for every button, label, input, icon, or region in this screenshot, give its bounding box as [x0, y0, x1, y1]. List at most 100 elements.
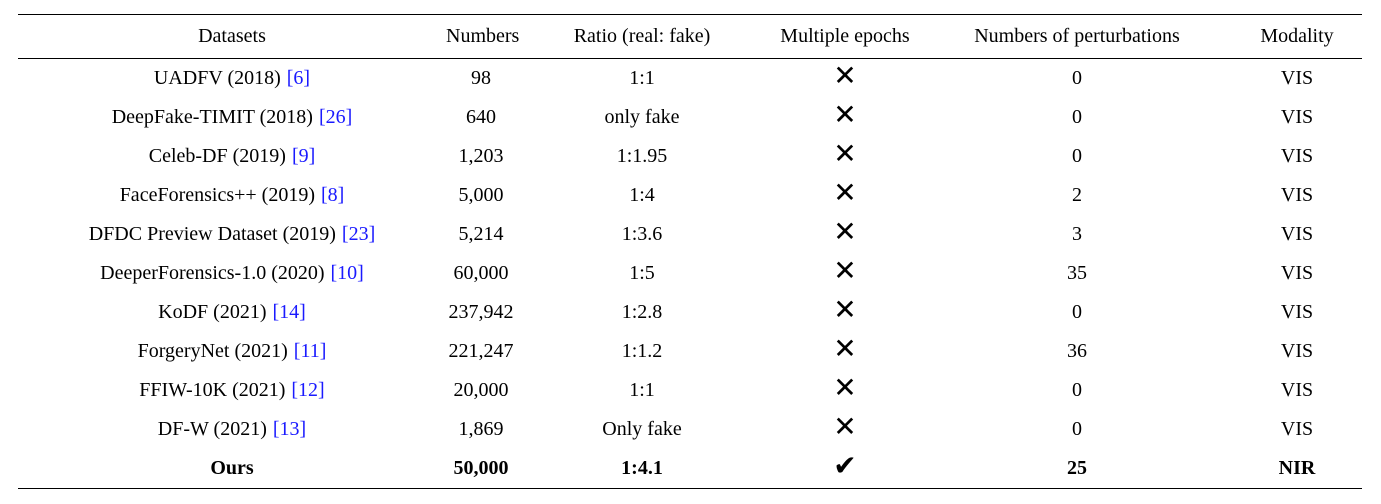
- reference: [6]: [286, 67, 311, 89]
- numbers-cell: 1,203: [458, 145, 504, 167]
- dataset-name: DF-W (2021): [157, 418, 267, 440]
- ratio-cell: 1:3.6: [621, 223, 663, 245]
- numbers-cell: 5,214: [458, 223, 504, 245]
- reference: [12]: [291, 379, 325, 401]
- modality-cell: VIS: [1280, 301, 1314, 323]
- epochs-symbol: ✕: [833, 176, 857, 209]
- modality-cell: VIS: [1280, 418, 1314, 440]
- numbers-cell: 98: [471, 67, 491, 89]
- table-row: UADFV (2018) [6] 98 1:1 ✕ 0 VIS: [18, 59, 1362, 99]
- ratio-cell: 1:1.95: [616, 145, 668, 167]
- ratio-cell: 1:4.1: [516, 449, 768, 489]
- dataset-cell: DF-W (2021) [13]: [18, 410, 446, 449]
- numbers-cell: 237,942: [448, 301, 514, 323]
- epochs-symbol: ✔: [833, 449, 857, 482]
- dataset-name: UADFV (2018): [153, 67, 281, 89]
- reference: [14]: [272, 301, 306, 323]
- modality-cell: NIR: [1232, 449, 1362, 489]
- epochs-cell: ✕: [768, 215, 922, 254]
- dataset-name: FFIW-10K (2021): [139, 379, 286, 401]
- ratio-cell: Only fake: [602, 418, 682, 440]
- modality-cell: VIS: [1280, 106, 1314, 128]
- reference: [9]: [291, 145, 316, 167]
- table-header: Datasets Numbers Ratio (real: fake) Mult…: [18, 14, 1362, 59]
- perturbations-cell: 36: [1067, 340, 1087, 362]
- epochs-cell: ✕: [768, 332, 922, 371]
- dataset-cell: UADFV (2018) [6]: [18, 59, 446, 99]
- perturbations-cell: 25: [922, 449, 1232, 489]
- epochs-symbol: ✕: [833, 410, 857, 443]
- epochs-symbol: ✕: [833, 254, 857, 287]
- epochs-symbol: ✕: [833, 293, 857, 326]
- reference: [10]: [330, 262, 364, 284]
- table-row: DF-W (2021) [13] 1,869 Only fake ✕ 0 VIS: [18, 410, 1362, 449]
- numbers-cell: 221,247: [448, 340, 514, 362]
- dataset-cell: Ours: [18, 449, 446, 489]
- header-cell: Modality: [1232, 14, 1362, 59]
- epochs-cell: ✕: [768, 371, 922, 410]
- comparison-table: Datasets Numbers Ratio (real: fake) Mult…: [18, 14, 1362, 489]
- modality-cell: VIS: [1280, 379, 1314, 401]
- perturbations-cell: 2: [1072, 184, 1082, 206]
- header-cell: Datasets: [18, 14, 446, 59]
- modality-cell: VIS: [1280, 184, 1314, 206]
- ratio-cell: only fake: [604, 106, 680, 128]
- dataset-name: KoDF (2021): [158, 301, 267, 323]
- header-cell: Numbers: [446, 14, 519, 59]
- header-cell: Multiple epochs: [768, 14, 922, 59]
- table-row: ForgeryNet (2021) [11] 221,247 1:1.2 ✕ 36 VIS: [18, 332, 1362, 371]
- dataset-name: DeepFake-TIMIT (2018): [111, 106, 313, 128]
- numbers-cell: 1,869: [458, 418, 504, 440]
- header-cell: Numbers of perturbations: [922, 14, 1232, 59]
- ratio-cell: 1:2.8: [621, 301, 663, 323]
- ratio-cell: 1:1: [629, 67, 655, 89]
- table-body: UADFV (2018) [6] 98 1:1 ✕ 0 VIS DeepFake-TIMIT …: [18, 59, 1362, 489]
- modality-cell: VIS: [1280, 262, 1314, 284]
- modality-cell: VIS: [1280, 223, 1314, 245]
- epochs-cell: ✕: [768, 410, 922, 449]
- reference: [26]: [318, 106, 353, 128]
- table-row: FFIW-10K (2021) [12] 20,000 1:1 ✕ 0 VIS: [18, 371, 1362, 410]
- reference: [8]: [320, 184, 345, 206]
- perturbations-cell: 35: [1067, 262, 1087, 284]
- modality-cell: VIS: [1280, 340, 1314, 362]
- epochs-cell: ✔: [768, 449, 922, 489]
- header-row: Datasets Numbers Ratio (real: fake) Mult…: [18, 14, 1362, 59]
- perturbations-cell: 0: [1072, 301, 1082, 323]
- table-row: DeeperForensics-1.0 (2020) [10] 60,000 1:5 ✕…: [18, 254, 1362, 293]
- reference: [11]: [293, 340, 327, 362]
- epochs-symbol: ✕: [833, 371, 857, 404]
- numbers-cell: 5,000: [458, 184, 504, 206]
- numbers-cell: 640: [466, 106, 496, 128]
- epochs-cell: ✕: [768, 137, 922, 176]
- dataset-name: ForgeryNet (2021): [137, 340, 288, 362]
- epochs-cell: ✕: [768, 98, 922, 137]
- epochs-symbol: ✕: [833, 332, 857, 365]
- numbers-cell: 20,000: [453, 379, 509, 401]
- dataset-cell: FaceForensics++ (2019) [8]: [18, 176, 446, 215]
- perturbations-cell: 0: [1072, 67, 1082, 89]
- perturbations-cell: 0: [1072, 418, 1082, 440]
- table-row: Celeb-DF (2019) [9] 1,203 1:1.95 ✕ 0 VIS: [18, 137, 1362, 176]
- ratio-cell: 1:1: [629, 379, 655, 401]
- perturbations-cell: 0: [1072, 379, 1082, 401]
- epochs-cell: ✕: [768, 176, 922, 215]
- perturbations-cell: 0: [1072, 145, 1082, 167]
- dataset-name: DFDC Preview Dataset (2019): [88, 223, 336, 245]
- table-row: DFDC Preview Dataset (2019) [23] 5,214 1:3.…: [18, 215, 1362, 254]
- dataset-cell: FFIW-10K (2021) [12]: [18, 371, 446, 410]
- ratio-cell: 1:1.2: [621, 340, 663, 362]
- table-row: Ours 50,000 1:4.1 ✔ 25 NIR: [18, 449, 1362, 489]
- perturbations-cell: 3: [1072, 223, 1082, 245]
- reference: [13]: [272, 418, 307, 440]
- table-row: FaceForensics++ (2019) [8] 5,000 1:4 ✕ 2 VIS: [18, 176, 1362, 215]
- dataset-cell: KoDF (2021) [14]: [18, 293, 446, 332]
- table-row: DeepFake-TIMIT (2018) [26] 640 only fake ✕ 0 V…: [18, 98, 1362, 137]
- epochs-symbol: ✕: [833, 215, 857, 248]
- numbers-cell: 50,000: [446, 449, 516, 489]
- epochs-cell: ✕: [768, 254, 922, 293]
- epochs-symbol: ✕: [833, 59, 857, 92]
- reference: [23]: [341, 223, 376, 245]
- epochs-cell: ✕: [768, 293, 922, 332]
